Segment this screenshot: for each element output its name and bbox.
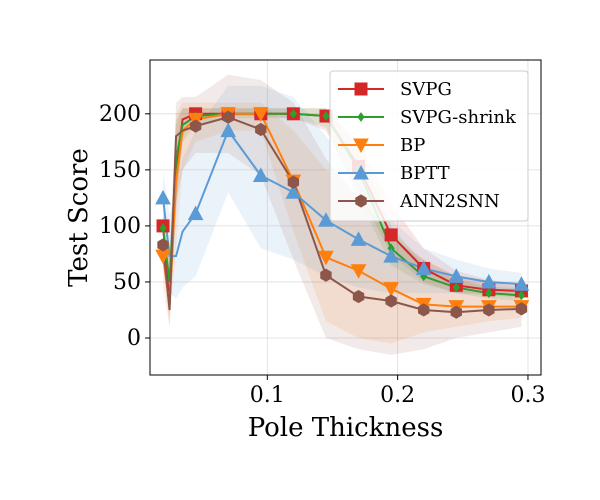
y-tick-label: 0: [127, 326, 141, 351]
legend: SVPG SVPG-shrink BP BPTT ANN2SNN: [329, 70, 529, 222]
point-bptt: [448, 268, 465, 283]
axis-ticks: 0.1 0.2 0.3 0 50 100 150 200: [99, 102, 545, 408]
point-bp: [318, 250, 334, 266]
point-bptt: [383, 248, 399, 263]
point-bptt: [187, 205, 204, 221]
band-bp: [163, 102, 522, 344]
point-ann2snn: [189, 119, 202, 133]
legend-box: [329, 70, 529, 222]
point-svpg-shrink: [159, 223, 167, 233]
legend-marker-svpg: [354, 82, 368, 96]
point-svpg-shrink: [322, 111, 330, 121]
point-bptt: [318, 212, 334, 227]
point-svpg: [384, 228, 398, 242]
point-svpg-shrink: [289, 108, 297, 119]
x-axis-label: Pole Thickness: [248, 413, 444, 443]
y-axis-label: Test Score: [64, 148, 94, 287]
point-ann2snn: [385, 294, 397, 308]
legend-label-ann2snn: ANN2SNN: [399, 191, 500, 212]
point-ann2snn: [287, 175, 300, 189]
legend-label-bptt: BPTT: [400, 163, 450, 184]
point-bp: [252, 107, 269, 122]
point-bptt: [481, 273, 497, 289]
point-ann2snn: [157, 238, 169, 252]
point-ann2snn: [515, 302, 528, 316]
point-ann2snn: [483, 303, 495, 317]
legend-label-svpg: SVPG: [400, 79, 452, 100]
y-tick-label: 50: [113, 270, 141, 295]
y-tick-label: 100: [99, 214, 141, 239]
y-tick-label: 200: [99, 102, 141, 127]
point-ann2snn: [418, 303, 430, 317]
point-bptt: [155, 189, 171, 205]
point-svpg-shrink: [485, 288, 493, 299]
point-bp: [350, 264, 367, 279]
y-tick-label: 150: [99, 158, 141, 183]
x-tick-label: 0.1: [250, 383, 285, 408]
point-bptt: [252, 167, 269, 182]
plot-frame: [149, 59, 542, 376]
band-svpg: [163, 108, 522, 316]
point-bp: [383, 282, 399, 297]
point-bptt: [285, 184, 302, 199]
point-bptt: [220, 122, 237, 138]
legend-label-svpg-shrink: SVPG-shrink: [400, 107, 517, 128]
legend-marker-bptt: [353, 164, 369, 180]
legend-marker-ann2snn: [355, 194, 367, 208]
point-ann2snn: [352, 289, 365, 304]
series-markers: [155, 107, 530, 319]
point-ann2snn: [255, 122, 267, 137]
point-svpg-shrink: [452, 282, 460, 293]
legend-marker-svpg-shrink: [357, 112, 365, 122]
point-ann2snn: [450, 305, 462, 319]
point-ann2snn: [222, 110, 234, 124]
point-bptt: [350, 231, 367, 246]
x-tick-label: 0.2: [380, 383, 415, 408]
point-bptt: [513, 276, 530, 291]
legend-marker-bp: [353, 138, 369, 154]
legend-label-bp: BP: [400, 135, 425, 156]
point-bptt: [415, 260, 432, 276]
point-svpg-shrink: [517, 290, 526, 301]
point-ann2snn: [320, 268, 332, 282]
x-tick-label: 0.3: [510, 383, 545, 408]
